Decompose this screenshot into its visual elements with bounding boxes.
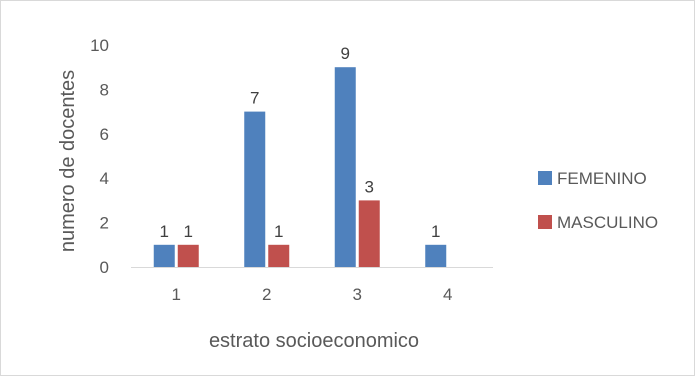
bar-femenino-1 [153,244,175,267]
data-label: 3 [365,177,374,196]
y-axis-ticks: 0 2 4 6 8 10 [90,36,109,277]
y-tick-label: 2 [100,214,109,233]
data-label: 1 [431,222,440,241]
legend-swatch-femenino [538,171,552,185]
y-tick-label: 8 [100,80,109,99]
bar-masculino-3 [358,200,380,267]
y-tick-label: 4 [100,169,109,188]
y-tick-label: 10 [90,36,109,55]
legend-swatch-masculino [538,215,552,229]
x-axis-ticks: 1 2 3 4 [172,285,453,304]
bar-femenino-2 [244,111,266,267]
bar-femenino-4 [425,244,447,267]
legend-label-femenino: FEMENINO [557,169,647,188]
legend: FEMENINO MASCULINO [538,169,658,232]
data-label: 7 [250,89,259,108]
x-axis-title: estrato socioeconomico [209,330,419,352]
x-tick-label: 2 [262,285,271,304]
bar-masculino-2 [268,244,290,267]
x-tick-label: 1 [172,285,181,304]
data-label: 9 [341,44,350,63]
y-tick-label: 6 [100,125,109,144]
bar-femenino-3 [334,67,356,267]
bars [153,67,447,267]
bar-masculino-1 [177,244,199,267]
legend-label-masculino: MASCULINO [557,213,658,232]
x-tick-label: 3 [353,285,362,304]
data-label: 1 [184,222,193,241]
y-tick-label: 0 [100,258,109,277]
data-label: 1 [160,222,169,241]
x-tick-label: 4 [443,285,452,304]
y-axis-title: numero de docentes [57,70,79,252]
data-label: 1 [274,222,283,241]
